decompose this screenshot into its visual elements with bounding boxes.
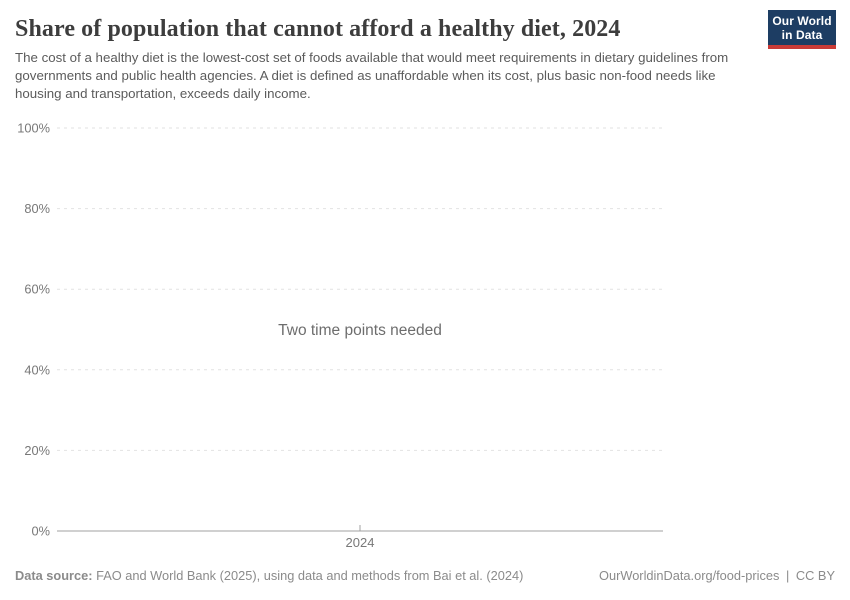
y-axis-label: 80%	[24, 201, 50, 216]
owid-logo-line2: in Data	[781, 27, 823, 42]
footer-right: OurWorldinData.org/food-prices | CC BY	[599, 568, 835, 584]
owid-logo-line1: Our World	[772, 13, 832, 28]
y-axis-label: 40%	[24, 362, 50, 377]
y-axis-label: 20%	[24, 443, 50, 458]
chart-title: Share of population that cannot afford a…	[15, 16, 621, 42]
data-source-label: Data source:	[15, 568, 93, 583]
owid-logo[interactable]: Our World in Data	[768, 10, 836, 49]
y-axis-label: 0%	[32, 524, 51, 539]
x-axis-tick-label: 2024	[346, 535, 375, 550]
chart-footer: Data source: FAO and World Bank (2025), …	[15, 568, 835, 584]
y-axis-label: 100%	[17, 121, 50, 136]
chart-empty-message: Two time points needed	[278, 322, 442, 339]
footer-link[interactable]: OurWorldinData.org/food-prices	[599, 568, 780, 583]
footer-separator: |	[786, 568, 790, 583]
y-axis-label: 60%	[24, 282, 50, 297]
chart-subtitle: The cost of a healthy diet is the lowest…	[15, 50, 729, 101]
data-source-line[interactable]: Data source: FAO and World Bank (2025), …	[15, 568, 523, 584]
data-source-text: FAO and World Bank (2025), using data an…	[96, 568, 524, 583]
footer-license[interactable]: CC BY	[795, 568, 835, 583]
